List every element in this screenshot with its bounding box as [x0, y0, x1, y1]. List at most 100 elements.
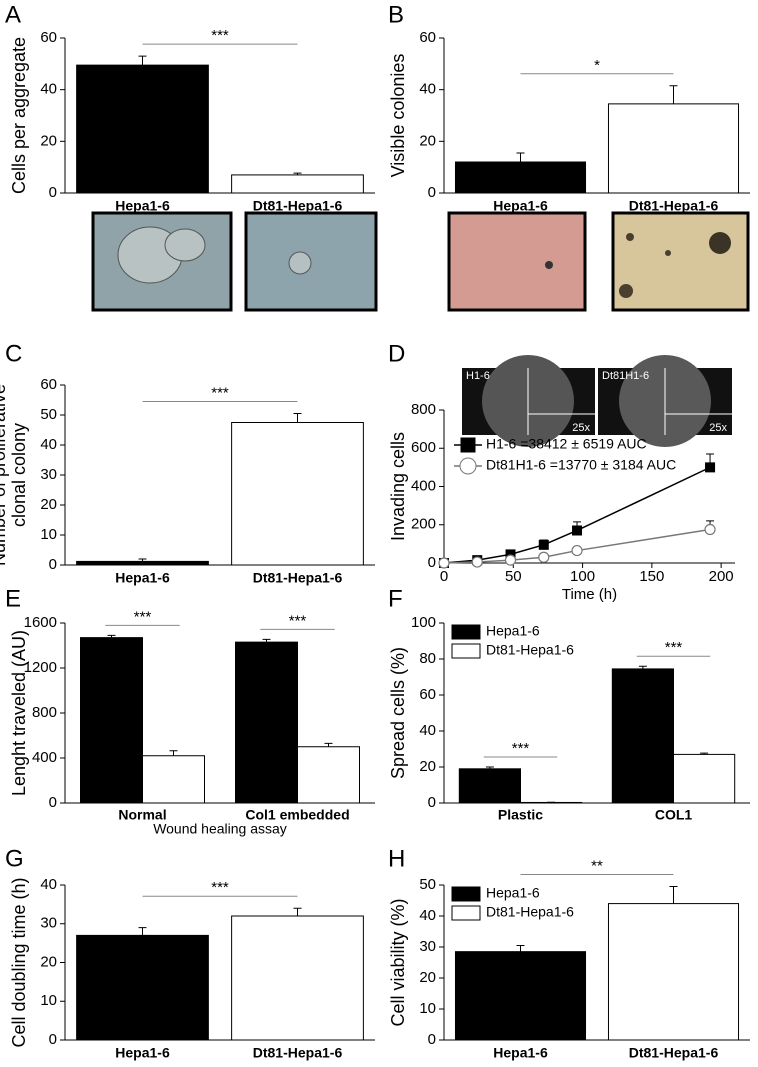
error-bar: [293, 172, 302, 175]
x-axis-label: Time (h): [562, 586, 617, 603]
x-tick-label: 100: [570, 568, 595, 585]
legend-swatch: [451, 624, 481, 640]
x-tick-label: Hepa1-6: [115, 198, 170, 214]
colony: [709, 232, 731, 254]
y-tick-label: 0: [49, 1031, 57, 1048]
y-tick-label: 60: [40, 29, 57, 46]
panel-letter: H: [388, 845, 405, 872]
significance-label: ***: [134, 608, 152, 625]
y-tick-label: 40: [419, 722, 436, 739]
x-tick-label: Dt81-Hepa1-6: [629, 1045, 719, 1061]
x-tick-label: Plastic: [498, 807, 543, 823]
photo: [611, 211, 750, 312]
y-tick-label: 0: [49, 184, 57, 201]
y-tick-label: 30: [40, 466, 57, 483]
x-tick-label: Dt81-Hepa1-6: [253, 198, 343, 214]
bar: [76, 934, 209, 1041]
x-tick-label: 150: [639, 568, 664, 585]
panel-letter: E: [5, 585, 21, 612]
y-tick-label: 400: [411, 477, 436, 494]
y-tick-label: 80: [419, 650, 436, 667]
legend-label: Dt81-Hepa1-6: [486, 642, 574, 658]
error-bar: [669, 886, 678, 904]
error-bar: [669, 85, 678, 104]
y-tick-label: 10: [40, 992, 57, 1009]
y-tick-label: 40: [419, 81, 436, 98]
significance-label: ***: [211, 27, 229, 44]
y-axis-label: Cells per aggregate: [9, 37, 29, 194]
colony: [619, 284, 633, 298]
legend-marker: [460, 437, 476, 453]
y-axis-label: Cell viability (%): [388, 898, 408, 1026]
y-tick-label: 50: [40, 406, 57, 423]
bar: [231, 915, 364, 1041]
x-tick-label: Dt81-Hepa1-6: [253, 1045, 343, 1061]
y-tick-label: 0: [428, 1031, 436, 1048]
bar: [607, 903, 740, 1041]
y-tick-label: 800: [32, 704, 57, 721]
error-bar: [262, 638, 271, 643]
y-axis-label: Cell doubling time (h): [9, 877, 29, 1047]
y-tick-label: 20: [40, 132, 57, 149]
x-tick-label: COL1: [655, 807, 693, 823]
inset-label: H1-6: [466, 370, 490, 382]
bar: [673, 753, 736, 804]
error-bar: [516, 152, 525, 162]
bar: [458, 768, 521, 804]
x-tick-label: Normal: [118, 807, 166, 823]
x-tick-label: 50: [505, 568, 522, 585]
bar: [454, 951, 587, 1041]
y-tick-label: 40: [40, 876, 57, 893]
error-bar: [138, 558, 147, 562]
legend-label: Dt81H1-6 =13770 ± 3184 AUC: [486, 457, 676, 473]
y-axis-label: clonal colony: [9, 423, 29, 527]
y-axis-label: Number of proliferative: [0, 384, 9, 566]
y-tick-label: 60: [419, 29, 436, 46]
point: [438, 557, 450, 569]
point: [504, 554, 517, 566]
panel-letter: B: [388, 1, 404, 28]
y-tick-label: 1200: [24, 659, 57, 676]
x-tick-label: Hepa1-6: [493, 198, 548, 214]
legend-swatch: [451, 886, 481, 902]
error-bar: [485, 766, 494, 769]
error-bar: [107, 634, 116, 638]
y-tick-label: 40: [40, 436, 57, 453]
bar: [142, 755, 205, 804]
y-tick-label: 50: [419, 876, 436, 893]
error-bar: [324, 742, 333, 747]
point: [704, 523, 716, 536]
y-tick-label: 60: [419, 686, 436, 703]
photo: [447, 211, 587, 312]
x-tick-label: Col1 embedded: [245, 807, 349, 823]
legend-label: H1-6 =38412 ± 6519 AUC: [486, 436, 647, 452]
point: [705, 462, 716, 473]
x-tick-label: Hepa1-6: [115, 570, 170, 586]
y-tick-label: 10: [419, 1000, 436, 1017]
point: [471, 556, 483, 568]
point: [571, 544, 583, 557]
point: [538, 539, 549, 550]
legend-marker: [459, 457, 477, 475]
bar: [80, 637, 143, 804]
x-tick-label: Dt81-Hepa1-6: [629, 198, 719, 214]
bar: [454, 161, 587, 194]
legend-label: Hepa1-6: [486, 885, 540, 901]
panel-letter: D: [388, 340, 405, 367]
y-tick-label: 20: [40, 496, 57, 513]
panel-letter: G: [5, 845, 24, 872]
significance-label: ***: [665, 639, 683, 656]
error-bar: [516, 944, 525, 952]
y-axis-label: Lenght traveled (AU): [9, 630, 29, 796]
y-tick-label: 100: [411, 614, 436, 631]
y-tick-label: 20: [40, 953, 57, 970]
colony: [665, 250, 671, 256]
panel-letter: A: [5, 1, 21, 28]
y-tick-label: 60: [40, 376, 57, 393]
y-axis-label: Visible colonies: [388, 54, 408, 178]
bar: [231, 174, 364, 194]
y-tick-label: 0: [428, 184, 436, 201]
cell-cluster: [288, 251, 312, 275]
colony: [626, 233, 634, 241]
y-tick-label: 40: [419, 907, 436, 924]
